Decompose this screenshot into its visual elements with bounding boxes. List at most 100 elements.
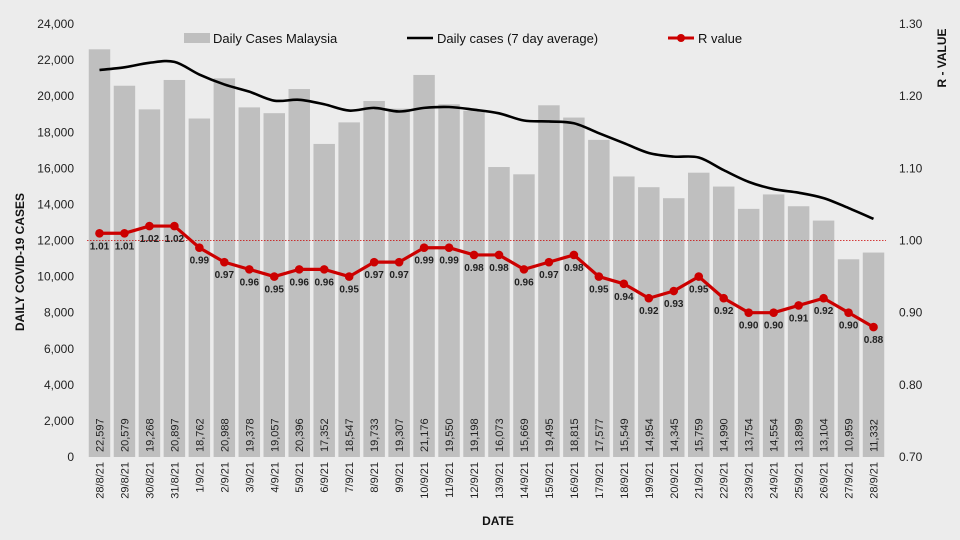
legend-item-r-value: R value xyxy=(668,31,742,46)
bar-label-31: 10,959 xyxy=(844,418,856,452)
r-point-8 xyxy=(269,272,279,281)
r-label-10: 0.96 xyxy=(314,277,334,288)
r-point-11 xyxy=(344,272,354,281)
x-tick-20: 16/9/21 xyxy=(569,462,581,499)
bar-23 xyxy=(638,187,660,457)
x-tick-6: 2/9/21 xyxy=(219,462,231,493)
y-axis-title: DAILY COVID-19 CASES xyxy=(13,193,27,331)
bar-25 xyxy=(688,172,710,457)
legend-item-average: Daily cases (7 day average) xyxy=(407,31,598,46)
y-tick-5: 10,000 xyxy=(37,270,74,284)
legend-label-bars: Daily Cases Malaysia xyxy=(213,31,338,46)
bar-3 xyxy=(138,109,161,458)
r-label-27: 0.90 xyxy=(739,321,759,332)
r-point-16 xyxy=(469,250,479,260)
x-tick-22: 18/9/21 xyxy=(619,462,631,499)
r-point-23 xyxy=(644,293,654,303)
x-tick-16: 12/9/21 xyxy=(469,462,481,499)
r-label-16: 0.98 xyxy=(464,263,484,274)
bar-label-6: 20,988 xyxy=(219,418,231,452)
y-tick-12: 24,000 xyxy=(37,17,74,31)
y-tick-4: 8,000 xyxy=(44,306,74,320)
legend-swatch-r-marker xyxy=(677,34,685,42)
r-point-26 xyxy=(719,293,728,303)
y2-tick-3: 1.00 xyxy=(899,234,923,248)
bar-8 xyxy=(263,113,285,458)
x-tick-1: 28/8/21 xyxy=(94,462,106,499)
r-point-25 xyxy=(694,272,704,281)
r-label-20: 0.98 xyxy=(564,263,584,274)
r-point-12 xyxy=(369,257,379,267)
r-label-28: 0.90 xyxy=(764,321,784,332)
y-tick-6: 12,000 xyxy=(37,234,74,248)
r-point-29 xyxy=(794,301,803,310)
bar-22 xyxy=(613,176,635,457)
x-tick-12: 8/9/21 xyxy=(369,462,381,493)
bar-label-7: 19,378 xyxy=(244,418,256,452)
r-label-12: 0.97 xyxy=(364,270,384,281)
x-tick-30: 26/9/21 xyxy=(819,462,831,499)
bar-6 xyxy=(213,78,236,457)
bar-label-19: 19,495 xyxy=(544,418,556,452)
y-tick-2: 4,000 xyxy=(44,378,74,392)
r-label-30: 0.92 xyxy=(814,306,834,317)
x-tick-3: 30/8/21 xyxy=(144,462,156,499)
bar-29 xyxy=(787,206,810,457)
bar-label-2: 20,579 xyxy=(119,418,131,452)
y2-axis-title: R - VALUE xyxy=(935,28,949,87)
bars-layer xyxy=(88,49,885,458)
x-tick-15: 11/9/21 xyxy=(444,462,456,498)
r-label-25: 0.95 xyxy=(689,285,709,296)
bar-20 xyxy=(563,117,585,458)
x-tick-13: 9/9/21 xyxy=(394,462,406,493)
bar-label-21: 17,577 xyxy=(594,418,606,452)
r-label-15: 0.99 xyxy=(439,256,459,267)
x-tick-24: 20/9/21 xyxy=(669,462,681,499)
r-label-5: 0.99 xyxy=(190,256,210,267)
r-value-points xyxy=(95,221,878,332)
bar-label-10: 17,352 xyxy=(319,418,331,452)
r-label-17: 0.98 xyxy=(489,263,509,274)
bar-10 xyxy=(313,143,335,457)
r-point-27 xyxy=(744,308,753,317)
y-tick-8: 16,000 xyxy=(37,161,74,175)
bar-label-5: 18,762 xyxy=(194,418,206,452)
bar-30 xyxy=(812,220,835,457)
y2-tick-0: 0.70 xyxy=(899,450,923,464)
bar-16 xyxy=(463,110,485,457)
legend-label-r-value: R value xyxy=(698,31,742,46)
right-axis-ticks: 0.70 0.80 0.90 1.00 1.10 1.20 1.30 xyxy=(899,17,923,464)
bar-2 xyxy=(113,85,136,457)
r-point-31 xyxy=(844,308,853,317)
bar-27 xyxy=(737,208,760,457)
y-tick-10: 20,000 xyxy=(37,89,74,103)
bar-5 xyxy=(188,118,211,457)
x-tick-5: 1/9/21 xyxy=(194,462,206,493)
legend: Daily Cases Malaysia Daily cases (7 day … xyxy=(184,31,742,46)
r-label-32: 0.88 xyxy=(864,335,884,346)
bar-label-12: 19,733 xyxy=(369,418,381,452)
r-value-labels: 1.01 1.01 1.02 1.02 0.99 0.97 0.96 0.95 0.96 0.96… xyxy=(90,234,884,346)
bar-label-13: 19,307 xyxy=(394,418,406,452)
bar-11 xyxy=(338,122,360,457)
r-point-14 xyxy=(419,243,429,253)
x-tick-7: 3/9/21 xyxy=(244,462,256,493)
x-tick-26: 22/9/21 xyxy=(719,462,731,499)
x-tick-14: 10/9/21 xyxy=(419,462,431,499)
x-axis-title: DATE xyxy=(482,514,514,528)
r-point-2 xyxy=(120,228,129,238)
bar-label-27: 13,754 xyxy=(744,418,756,452)
bar-label-24: 14,345 xyxy=(669,418,681,452)
bar-1 xyxy=(88,49,111,458)
y2-tick-6: 1.30 xyxy=(899,17,923,31)
bar-14 xyxy=(413,74,435,457)
r-point-24 xyxy=(669,286,679,296)
x-tick-9: 5/9/21 xyxy=(294,462,306,493)
y-tick-1: 2,000 xyxy=(44,414,74,428)
bar-12 xyxy=(363,100,385,457)
bar-17 xyxy=(488,167,510,457)
left-axis-ticks: 0 2,000 4,000 6,000 8,000 10,000 12,000 14,000 1… xyxy=(37,17,74,464)
bar-13 xyxy=(388,108,410,458)
